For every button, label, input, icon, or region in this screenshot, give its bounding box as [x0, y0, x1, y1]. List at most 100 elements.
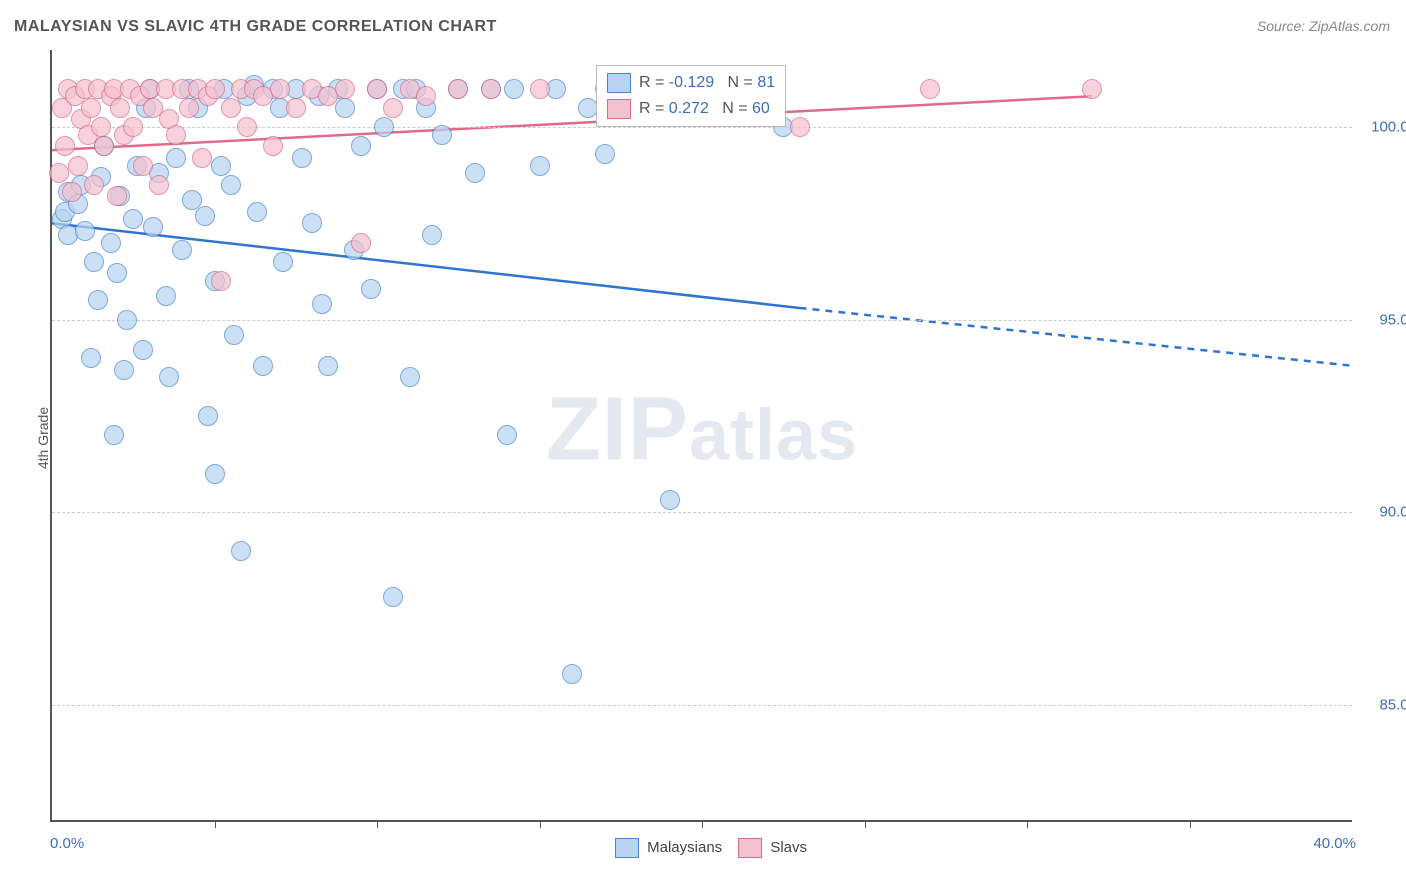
scatter-point: [179, 98, 199, 118]
scatter-point: [172, 240, 192, 260]
scatter-point: [133, 156, 153, 176]
scatter-point: [101, 233, 121, 253]
y-axis-title: 4th Grade: [35, 407, 51, 469]
scatter-point: [205, 464, 225, 484]
trend-line: [800, 308, 1353, 366]
scatter-point: [361, 279, 381, 299]
scatter-point: [107, 263, 127, 283]
scatter-point: [84, 175, 104, 195]
gridline: [52, 512, 1352, 513]
scatter-point: [156, 286, 176, 306]
scatter-point: [123, 117, 143, 137]
scatter-point: [263, 136, 283, 156]
scatter-point: [198, 406, 218, 426]
y-tick-label: 90.0%: [1379, 504, 1406, 521]
chart-title: MALAYSIAN VS SLAVIC 4TH GRADE CORRELATIO…: [14, 18, 497, 36]
scatter-point: [68, 156, 88, 176]
scatter-point: [133, 340, 153, 360]
scatter-point: [117, 310, 137, 330]
legend-swatch-icon: [607, 99, 631, 119]
scatter-point: [432, 125, 452, 145]
scatter-point: [221, 175, 241, 195]
scatter-point: [55, 136, 75, 156]
scatter-point: [110, 98, 130, 118]
scatter-point: [318, 356, 338, 376]
scatter-point: [400, 367, 420, 387]
scatter-point: [920, 79, 940, 99]
scatter-point: [422, 225, 442, 245]
scatter-point: [211, 271, 231, 291]
scatter-point: [123, 209, 143, 229]
scatter-point: [497, 425, 517, 445]
legend-series-label: Malaysians: [643, 839, 722, 856]
scatter-point: [660, 490, 680, 510]
scatter-point: [273, 252, 293, 272]
legend-stats-row: R = 0.272 N = 60: [607, 96, 775, 122]
scatter-point: [562, 664, 582, 684]
x-tick: [540, 820, 541, 828]
scatter-point: [383, 98, 403, 118]
scatter-point: [790, 117, 810, 137]
scatter-point: [383, 587, 403, 607]
gridline: [52, 320, 1352, 321]
legend-stats-box: R = -0.129 N = 81R = 0.272 N = 60: [596, 65, 786, 126]
gridline: [52, 705, 1352, 706]
scatter-point: [159, 367, 179, 387]
x-tick: [215, 820, 216, 828]
scatter-point: [143, 217, 163, 237]
y-tick-label: 85.0%: [1379, 696, 1406, 713]
scatter-point: [530, 156, 550, 176]
scatter-point: [465, 163, 485, 183]
legend-swatch-icon: [738, 838, 762, 858]
watermark-small: atlas: [689, 395, 858, 475]
scatter-point: [292, 148, 312, 168]
scatter-point: [312, 294, 332, 314]
scatter-point: [195, 206, 215, 226]
scatter-point: [351, 136, 371, 156]
scatter-point: [211, 156, 231, 176]
legend-bottom: Malaysians Slavs: [0, 838, 1406, 858]
y-tick-label: 95.0%: [1379, 311, 1406, 328]
legend-series-label: Slavs: [766, 839, 807, 856]
scatter-point: [351, 233, 371, 253]
scatter-point: [335, 79, 355, 99]
scatter-point: [448, 79, 468, 99]
scatter-point: [224, 325, 244, 345]
scatter-point: [416, 86, 436, 106]
scatter-point: [1082, 79, 1102, 99]
scatter-point: [75, 221, 95, 241]
plot-area: ZIPatlas 100.0%95.0%90.0%85.0%: [50, 50, 1352, 822]
scatter-point: [166, 125, 186, 145]
scatter-point: [231, 541, 251, 561]
scatter-point: [81, 98, 101, 118]
legend-swatch-icon: [607, 73, 631, 93]
scatter-point: [237, 117, 257, 137]
scatter-point: [247, 202, 267, 222]
scatter-point: [504, 79, 524, 99]
scatter-point: [81, 348, 101, 368]
scatter-point: [335, 98, 355, 118]
x-tick: [865, 820, 866, 828]
scatter-point: [91, 117, 111, 137]
scatter-point: [270, 79, 290, 99]
x-tick: [702, 820, 703, 828]
scatter-point: [595, 144, 615, 164]
legend-swatch-icon: [615, 838, 639, 858]
scatter-point: [49, 163, 69, 183]
scatter-point: [104, 425, 124, 445]
x-tick: [377, 820, 378, 828]
scatter-point: [530, 79, 550, 99]
scatter-point: [221, 98, 241, 118]
scatter-point: [367, 79, 387, 99]
scatter-point: [192, 148, 212, 168]
scatter-point: [62, 182, 82, 202]
scatter-point: [166, 148, 186, 168]
scatter-point: [114, 360, 134, 380]
scatter-point: [302, 213, 322, 233]
scatter-point: [374, 117, 394, 137]
source-label: Source: ZipAtlas.com: [1257, 18, 1390, 34]
scatter-point: [94, 136, 114, 156]
x-tick: [1027, 820, 1028, 828]
x-tick: [1190, 820, 1191, 828]
watermark-big: ZIP: [546, 379, 689, 479]
